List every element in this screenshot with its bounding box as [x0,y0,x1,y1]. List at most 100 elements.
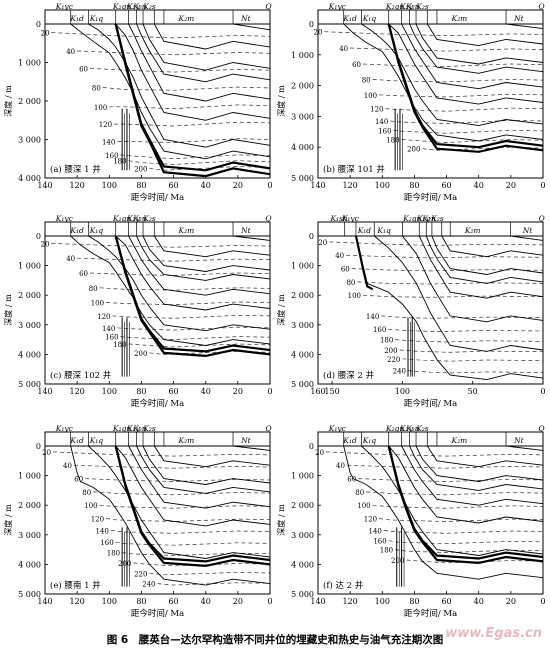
x-axis-label: 距今时间/ Ma [131,192,184,203]
strat-label: K₂qn [385,2,404,11]
x-tick-label: 0 [540,387,545,396]
y-tick-label: 5 000 [291,380,314,389]
isotherm-label-220: 220 [387,356,400,364]
burial-curve-7 [153,446,270,468]
isotherm-160 [120,336,270,340]
y-tick-label: 3 000 [18,531,41,540]
strat-label: K₁q [376,226,391,235]
isotherm-label-80: 80 [89,285,98,293]
y-tick-label: 5 000 [291,174,314,183]
strat-label: K₁d [69,226,84,235]
isotherm-label-100: 100 [364,92,377,100]
y-tick-label: 1 000 [18,262,41,271]
x-tick-label: 140 [37,597,52,606]
x-tick-label: 80 [136,597,146,606]
strat-label: K₁d [342,14,357,23]
strat-label: K₂qn [402,214,421,223]
strat-label: K₁yc [55,214,74,223]
strat-label: K₂qn [112,2,131,11]
burial-curve-3 [115,236,270,311]
y-tick-label: 5 000 [18,380,41,389]
y-tick-label: 3 000 [291,112,314,121]
strat-label: Nt [513,14,525,23]
burial-curve-4 [128,446,270,509]
x-tick-label: 60 [441,181,451,190]
y-axis-label: 深度 / m [3,504,13,536]
isotherm-label-100: 100 [91,300,104,308]
x-tick-label: 150 [324,387,339,396]
isotherm-label-240: 240 [142,581,155,589]
strat-label: Q [265,2,271,11]
strat-label: K₁yc [55,2,74,11]
strat-label: K₂m [451,436,468,445]
isotherm-40 [350,47,543,52]
isotherm-label-60: 60 [352,61,361,69]
y-axis-label: 深度 / m [276,504,286,536]
isotherm-label-100: 100 [357,502,370,510]
burial-curve-8 [232,236,270,241]
burial-curve-2 [88,24,270,148]
x-tick-label: 0 [540,597,545,606]
strat-label: K₂n [405,424,420,433]
isotherm-220 [402,358,543,362]
isotherm-120 [114,121,270,127]
isotherm-label-120: 120 [370,106,383,114]
isotherm-label-200: 200 [407,146,420,154]
strat-label: K₁yc [328,2,347,11]
burial-curve-5 [425,236,543,284]
isotherm-60 [85,478,270,482]
isotherm-40 [73,464,270,469]
x-tick-label: 60 [168,597,178,606]
isotherm-label-160: 160 [100,539,113,547]
strat-label: K₂y [399,424,414,433]
y-tick-label: 2 000 [291,82,314,91]
strat-label: K₂m [464,226,481,235]
isotherm-label-140: 140 [369,527,382,535]
x-tick-label: 40 [201,181,211,190]
isotherm-label-60: 60 [79,65,88,73]
y-tick-label: 2 000 [18,291,41,300]
isotherm-label-160: 160 [105,152,118,160]
x-tick-label: 20 [506,181,516,190]
y-tick-label: 2 000 [291,501,314,510]
x-tick-label: 100 [395,387,410,396]
isotherm-label-160: 160 [378,127,391,135]
x-axis-label: 距今时间/ Ma [131,608,184,619]
isotherm-label-120: 120 [99,121,112,129]
strat-label: K₂y [416,214,431,223]
strat-label: K₁q [362,14,377,23]
strat-label: K₂m [178,226,195,235]
isotherm-140 [117,326,270,331]
strat-label: K₂y [399,2,414,11]
isotherm-120 [106,518,270,522]
burial-curve-8 [505,24,543,30]
y-axis-label: 深度 / m [276,294,286,326]
isotherm-200 [406,559,543,564]
x-tick-label: 20 [233,597,243,606]
isotherm-label-100: 100 [94,104,107,112]
isotherm-label-120: 120 [91,516,104,524]
isotherm-200 [149,166,270,171]
x-tick-label: 40 [201,597,211,606]
isotherm-label-200: 200 [391,557,404,565]
x-axis-label: 距今时间/ Ma [404,608,457,619]
isotherm-label-120: 120 [97,313,110,321]
burial-curve-8 [232,446,270,451]
isotherm-140 [117,138,270,143]
plot-area [51,236,270,377]
y-tick-label: 0 [36,232,41,241]
reservoir-curve-1 [354,236,374,291]
isotherm-label-120: 120 [364,516,377,524]
isotherm-label-60: 60 [79,270,88,278]
isotherm-80 [357,281,543,285]
isotherm-label-40: 40 [66,255,75,263]
isotherm-20 [51,243,270,248]
x-tick-label: 160 [310,387,325,396]
isotherm-label-200: 200 [118,560,131,568]
burial-curve-5 [136,236,270,281]
isotherm-label-20: 20 [318,239,327,247]
burial-curve-3 [388,24,543,105]
isotherm-160 [115,541,270,546]
isotherm-label-180: 180 [380,547,393,555]
